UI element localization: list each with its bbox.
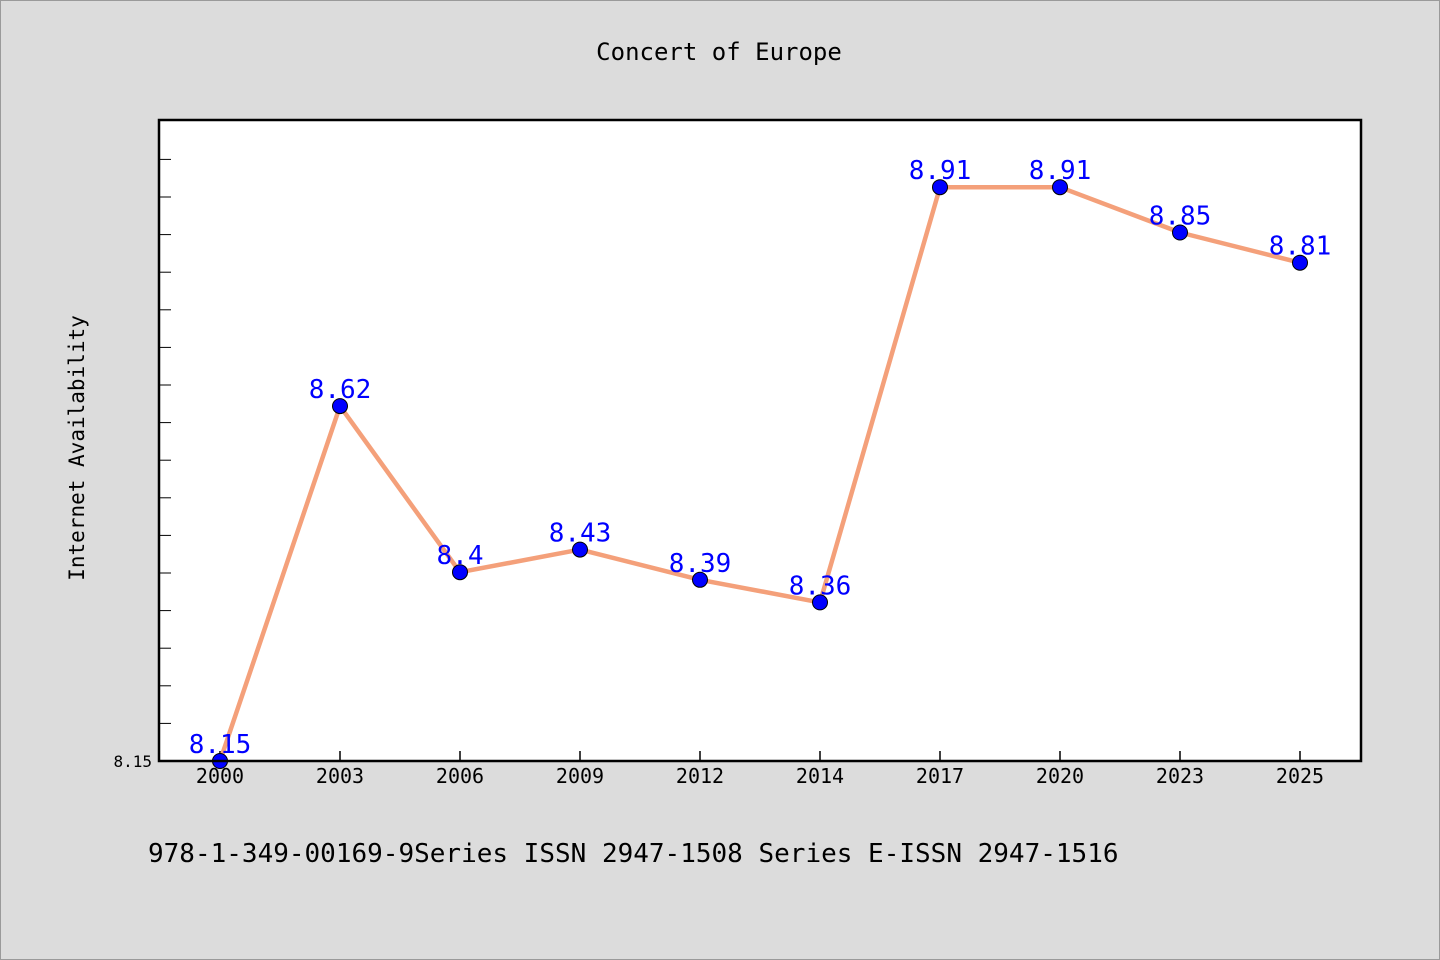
plot-frame — [157, 118, 1363, 763]
data-markers — [212, 179, 1308, 769]
data-label: 8.91 — [1029, 156, 1092, 186]
data-point — [452, 564, 468, 581]
x-tick-label: 2012 — [676, 764, 724, 788]
data-label: 8.91 — [909, 156, 972, 186]
y-axis-tick-labels: 8.15 — [113, 752, 152, 771]
data-label: 8.43 — [549, 519, 612, 549]
y-axis-label: Internet Availability — [65, 315, 89, 581]
x-tick-label: 2003 — [316, 764, 364, 788]
data-label: 8.15 — [189, 730, 252, 760]
series-lines — [217, 184, 1301, 762]
data-point — [1172, 224, 1188, 241]
data-point — [1292, 254, 1308, 271]
chart-title: Concert of Europe — [596, 38, 842, 66]
series-line — [217, 184, 1301, 762]
data-point — [572, 541, 588, 558]
data-label: 8.62 — [309, 375, 372, 405]
x-axis-tick-labels: 2000 2003 2006 2009 2012 2014 2017 2020 2023 2025 — [196, 764, 1324, 788]
x-tick-label: 2023 — [1156, 764, 1204, 788]
x-tick-label: 2025 — [1276, 764, 1324, 788]
data-label: 8.85 — [1149, 202, 1212, 232]
data-point — [932, 179, 948, 196]
data-label: 8.36 — [789, 571, 852, 601]
data-point — [332, 398, 348, 415]
x-axis-ticks — [219, 751, 1301, 761]
x-tick-label: 2000 — [196, 764, 244, 788]
data-label: 8.4 — [437, 541, 484, 571]
x-tick-label: 2009 — [556, 764, 604, 788]
x-tick-label: 2017 — [916, 764, 964, 788]
data-label: 8.81 — [1269, 232, 1332, 262]
x-tick-label: 2014 — [796, 764, 844, 788]
y-minor-ticks — [159, 158, 171, 724]
y-tick-label: 8.15 — [113, 752, 152, 771]
data-label: 8.39 — [669, 549, 732, 579]
data-labels: 8.15 8.62 8.4 8.43 8.39 8.36 8.91 8.91 8.85 8.81 — [189, 156, 1332, 760]
data-point — [1052, 179, 1068, 196]
x-tick-label: 2020 — [1036, 764, 1084, 788]
data-point — [812, 594, 828, 611]
data-point — [692, 571, 708, 588]
footer-text: 978-1-349-00169-9Series ISSN 2947-1508 S… — [148, 839, 1119, 869]
x-tick-label: 2006 — [436, 764, 484, 788]
